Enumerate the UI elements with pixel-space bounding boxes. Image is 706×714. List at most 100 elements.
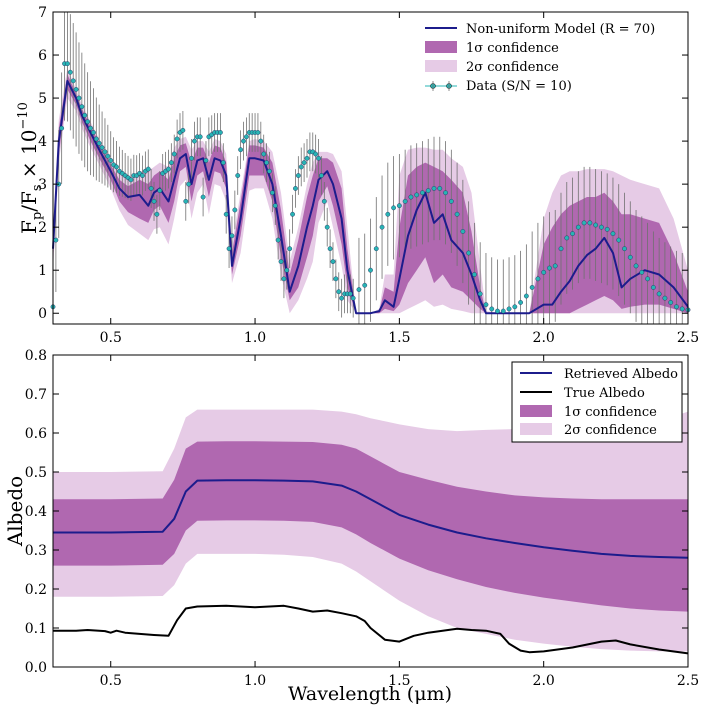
data-point (154, 211, 160, 217)
data-point (255, 130, 261, 135)
data-point (604, 226, 610, 232)
flux-data-points (50, 61, 691, 314)
data-point (290, 211, 295, 217)
x-tick-label: 0.5 (100, 673, 122, 689)
data-point (293, 186, 298, 191)
data-point (108, 158, 114, 163)
y-tick-label: 7 (38, 5, 47, 21)
flux-model-line (52, 79, 689, 315)
data-point (339, 295, 345, 301)
data-point (336, 289, 342, 295)
data-point (489, 306, 495, 312)
data-point (674, 304, 679, 310)
y-tick-label: 0 (38, 306, 47, 322)
y-tick-label: 1 (38, 263, 47, 279)
data-point (264, 160, 269, 166)
data-point (272, 203, 278, 209)
data-point (189, 155, 194, 161)
flux-y-axis-label: Fp/Fs × 10−10 (16, 102, 45, 234)
data-point (140, 173, 145, 178)
data-point (229, 233, 235, 239)
data-point (298, 164, 304, 170)
data-point (506, 306, 512, 312)
y-tick-label: 0.0 (25, 660, 47, 676)
y-tick-label: 0.1 (25, 621, 47, 637)
data-point (267, 168, 272, 174)
legend-data-label: Data (S/N = 10) (466, 79, 572, 94)
data-point (460, 229, 466, 234)
data-point (362, 282, 368, 288)
data-point (166, 166, 171, 172)
data-point (99, 145, 105, 150)
legend-2sigma-swatch (425, 60, 457, 72)
data-point (633, 263, 639, 269)
data-point (197, 134, 203, 140)
albedo-y-axis: 0.0 0.1 0.2 0.3 0.4 0.5 0.6 0.7 0.8 (25, 348, 688, 676)
data-point (223, 211, 229, 217)
data-point (437, 186, 443, 191)
data-point (373, 246, 379, 252)
data-point (466, 250, 472, 256)
x-tick-label: 2.0 (533, 673, 555, 689)
true-albedo-curve (53, 604, 689, 655)
data-point (324, 224, 330, 230)
legend-albedo-2sigma-label: 2σ confidence (564, 423, 657, 438)
data-point (238, 147, 244, 153)
legend-model-label: Non-uniform Model (R = 70) (466, 22, 655, 37)
albedo-panel: 0.5 1.0 1.5 2.0 2.5 0.0 0.1 0.2 0.3 0.4 0.5 0.6 0.7… (3, 348, 699, 705)
data-point (278, 259, 284, 264)
data-point (319, 173, 324, 178)
data-point (316, 155, 321, 161)
retrieved-albedo-line (53, 479, 689, 559)
data-point (368, 267, 373, 273)
data-point (96, 140, 102, 146)
data-point (662, 295, 668, 301)
data-point (622, 246, 627, 252)
data-point (220, 160, 226, 166)
data-point (599, 224, 604, 230)
legend-albedo-1sigma-swatch (520, 405, 552, 417)
flux-plot-frame (52, 11, 689, 325)
x-tick-label: 1.0 (244, 330, 266, 346)
data-point (500, 308, 506, 314)
data-point (564, 235, 570, 241)
data-point (200, 194, 206, 200)
data-point (656, 291, 662, 297)
flux-legend: Non-uniform Model (R = 70) 1σ confidence… (425, 22, 655, 94)
x-tick-label: 1.0 (244, 673, 266, 689)
data-point (552, 263, 558, 269)
flux-x-axis: 0.5 1.0 1.5 2.0 2.5 (100, 12, 699, 346)
data-point (151, 198, 157, 204)
data-point (88, 125, 93, 131)
data-point (241, 138, 246, 144)
data-point (192, 138, 197, 144)
y-tick-label: 0.7 (25, 387, 47, 403)
data-point (333, 276, 339, 282)
legend-albedo-1sigma-label: 1σ confidence (564, 405, 657, 420)
data-point (547, 265, 552, 271)
data-point (535, 276, 541, 282)
model-spectrum (52, 79, 689, 315)
data-point (347, 291, 353, 297)
data-point (203, 158, 209, 163)
data-point (379, 224, 385, 230)
data-point (495, 308, 500, 314)
data-point (313, 151, 319, 157)
y-tick-label: 0.2 (25, 582, 47, 598)
data-point (235, 173, 241, 178)
data-point (67, 69, 73, 75)
data-point (275, 237, 281, 243)
data-point (431, 186, 437, 191)
legend-retrieved-label: Retrieved Albedo (564, 367, 678, 382)
data-point (183, 198, 189, 204)
data-point (627, 254, 633, 260)
legend-1sigma-label: 1σ confidence (466, 41, 559, 56)
albedo-1sigma-area (53, 441, 688, 612)
data-point (472, 272, 477, 277)
data-point (105, 153, 111, 159)
data-point (396, 203, 402, 209)
data-point (82, 112, 88, 118)
data-point (258, 138, 264, 144)
data-point (85, 119, 91, 125)
data-point (327, 246, 333, 252)
